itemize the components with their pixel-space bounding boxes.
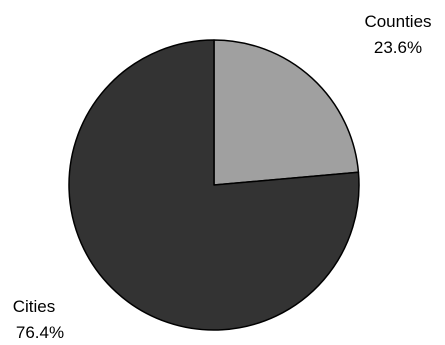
slice-label-cities-name: Cities <box>13 297 56 316</box>
pie-slice-cities <box>68 39 360 331</box>
slice-label-cities-percent: 76.4% <box>16 323 64 342</box>
slice-label-counties-percent: 23.6% <box>374 38 422 57</box>
pie-slice-counties <box>213 39 360 186</box>
pie-slices <box>68 39 360 331</box>
slice-label-counties-name: Counties <box>364 12 431 31</box>
